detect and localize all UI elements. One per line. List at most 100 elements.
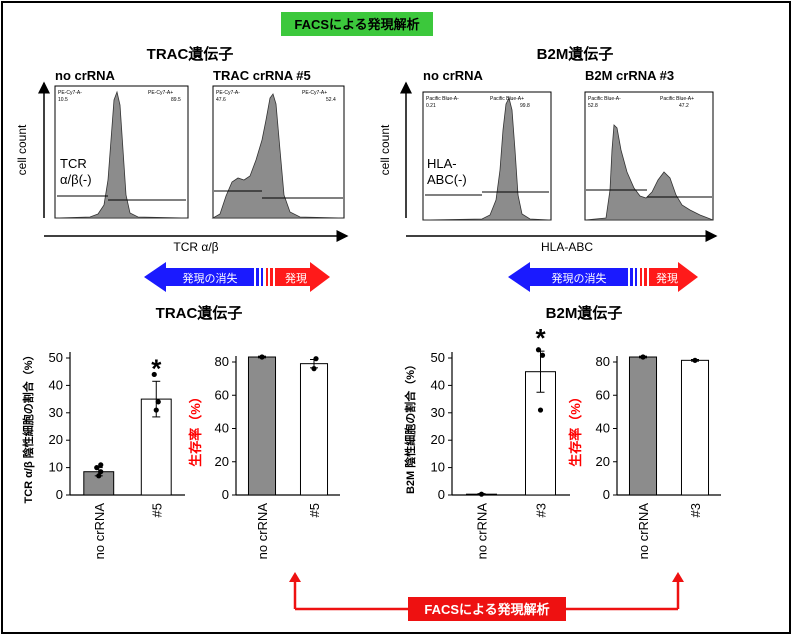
y-tick-label: 0 bbox=[438, 487, 445, 502]
y-tick-label: 40 bbox=[49, 377, 63, 392]
flow-right-p2-title: B2M crRNA #3 bbox=[585, 68, 674, 83]
flow-right-p1-pos-name: Pacific Blue-A+ bbox=[490, 96, 524, 102]
flow-right-p2-pos-value: 47.2 bbox=[679, 103, 689, 109]
data-point bbox=[155, 399, 161, 405]
y-tick-label: 0 bbox=[56, 487, 63, 502]
flow-left-title: TRAC遺伝子 bbox=[147, 45, 234, 63]
y-axis-label: 生存率（%） bbox=[188, 390, 203, 467]
expression-label-left: 発現 bbox=[285, 271, 307, 285]
bar-chart-trac-viability: 0 20 40 60 80 生存率（%） no crRNA #5 bbox=[188, 354, 340, 559]
loss-label-right: 発現の消失 bbox=[552, 271, 607, 285]
y-tick-label: 40 bbox=[431, 377, 445, 392]
flow-right-p2-neg-name: Pacific Blue-A- bbox=[588, 96, 621, 102]
flow-left-x-label: TCR α/β bbox=[173, 240, 218, 254]
flow-right-p2-pos-name: Pacific Blue-A+ bbox=[660, 96, 694, 102]
data-point bbox=[98, 462, 104, 468]
y-tick-label: 80 bbox=[215, 354, 229, 369]
flow-left-gate-label-2: α/β(-) bbox=[60, 172, 92, 187]
data-point bbox=[153, 407, 159, 413]
header-badge-text: FACSによる発現解析 bbox=[294, 17, 419, 32]
flow-left-y-label: cell count bbox=[15, 124, 29, 175]
flow-right-p2-neg-value: 52.8 bbox=[588, 103, 598, 109]
y-tick-label: 40 bbox=[215, 421, 229, 436]
y-tick-label: 0 bbox=[603, 487, 610, 502]
bar-right-title: B2M遺伝子 bbox=[546, 304, 623, 322]
flow-right-gate-label-1: HLA- bbox=[427, 156, 457, 171]
flow-left-p2-histogram bbox=[211, 93, 345, 219]
y-axis-label: B2M 陰性細胞の割合（%） bbox=[403, 359, 417, 494]
flow-left-p1-neg-value: 10.5 bbox=[58, 97, 68, 103]
arrow-stripe bbox=[266, 268, 268, 286]
footer-badge-text: FACSによる発現解析 bbox=[424, 602, 549, 617]
y-tick-label: 30 bbox=[49, 405, 63, 420]
bar-left-title: TRAC遺伝子 bbox=[156, 304, 243, 322]
expression-label-right: 発現 bbox=[656, 271, 678, 285]
y-tick-label: 20 bbox=[49, 432, 63, 447]
loss-label-left: 発現の消失 bbox=[183, 271, 238, 285]
y-tick-label: 10 bbox=[431, 460, 445, 475]
bracket-right-arrowhead bbox=[672, 572, 684, 582]
footer-bracket: FACSによる発現解析 bbox=[289, 572, 684, 621]
bar-chart-b2m-viability: 0 20 40 60 80 生存率（%） no crRNA #3 bbox=[568, 354, 721, 559]
bar bbox=[628, 356, 658, 496]
data-point bbox=[94, 465, 100, 471]
flow-right-p1-title: no crRNA bbox=[423, 68, 484, 83]
flow-left-p1-histogram bbox=[54, 90, 189, 219]
y-axis-label: 生存率（%） bbox=[568, 390, 583, 467]
flow-left-gate-label-1: TCR bbox=[60, 156, 87, 171]
header-badge bbox=[281, 12, 433, 36]
arrow-stripe bbox=[261, 268, 263, 286]
bar bbox=[299, 363, 329, 496]
bar-chart-b2m-negative: 0 10 20 30 40 50 B2M 陰性細胞の割合（%） no crRNA * #3 bbox=[403, 323, 570, 559]
data-point bbox=[535, 347, 542, 353]
category-label: #5 bbox=[307, 503, 322, 517]
expression-arrow-right bbox=[649, 262, 698, 292]
flow-left-p1-pos-name: PE-Cy7-A+ bbox=[148, 90, 173, 96]
y-tick-label: 0 bbox=[222, 487, 229, 502]
arrow-stripe bbox=[256, 268, 259, 286]
category-label: no crRNA bbox=[255, 503, 270, 560]
flow-left-p2-pos-name: PE-Cy7-A+ bbox=[302, 90, 327, 96]
flow-left-p1-title: no crRNA bbox=[55, 68, 116, 83]
data-point bbox=[96, 473, 102, 479]
flow-left-p2-neg-value: 47.6 bbox=[216, 97, 226, 103]
y-tick-label: 40 bbox=[596, 421, 610, 436]
flow-right-p1-neg-name: Pacific Blue-A- bbox=[426, 96, 459, 102]
data-point bbox=[537, 407, 544, 413]
bracket-left-arrowhead bbox=[289, 572, 301, 582]
flow-right-p1-histogram bbox=[422, 96, 552, 221]
data-point bbox=[311, 366, 317, 372]
bar-chart-trac-negative: 0 10 20 30 40 50 TCR α/β 陰性細胞の割合（%） no crRNA * #5 bbox=[21, 349, 185, 559]
data-point bbox=[259, 354, 265, 360]
flow-left-p1-pos-value: 89.5 bbox=[171, 97, 181, 103]
flow-left-p2-title: TRAC crRNA #5 bbox=[213, 68, 311, 83]
y-tick-label: 60 bbox=[215, 387, 229, 402]
y-tick-label: 20 bbox=[215, 454, 229, 469]
arrow-stripe bbox=[640, 268, 642, 286]
category-label: no crRNA bbox=[92, 503, 107, 560]
flow-right-y-label: cell count bbox=[378, 124, 392, 175]
category-label: #5 bbox=[149, 503, 164, 517]
bar bbox=[247, 356, 277, 496]
y-tick-label: 80 bbox=[596, 354, 610, 369]
data-point bbox=[313, 356, 319, 362]
significance-star: * bbox=[151, 353, 162, 383]
arrow-stripe bbox=[644, 268, 647, 286]
flow-left-p1-neg-name: PE-Cy7-A- bbox=[58, 90, 82, 96]
expression-loss-arrow-right bbox=[508, 262, 628, 292]
flow-right-p1-plot bbox=[422, 91, 552, 221]
y-tick-label: 50 bbox=[49, 350, 63, 365]
data-point bbox=[640, 354, 646, 360]
flow-left-p2-pos-value: 52.4 bbox=[326, 97, 336, 103]
y-tick-label: 20 bbox=[596, 454, 610, 469]
category-label: #3 bbox=[534, 503, 549, 517]
flow-left-p2-neg-name: PE-Cy7-A- bbox=[216, 90, 240, 96]
footer-badge bbox=[408, 597, 566, 621]
y-tick-label: 20 bbox=[431, 432, 445, 447]
flow-right-p2-histogram bbox=[584, 124, 714, 221]
data-point bbox=[98, 469, 104, 475]
y-tick-label: 10 bbox=[49, 460, 63, 475]
